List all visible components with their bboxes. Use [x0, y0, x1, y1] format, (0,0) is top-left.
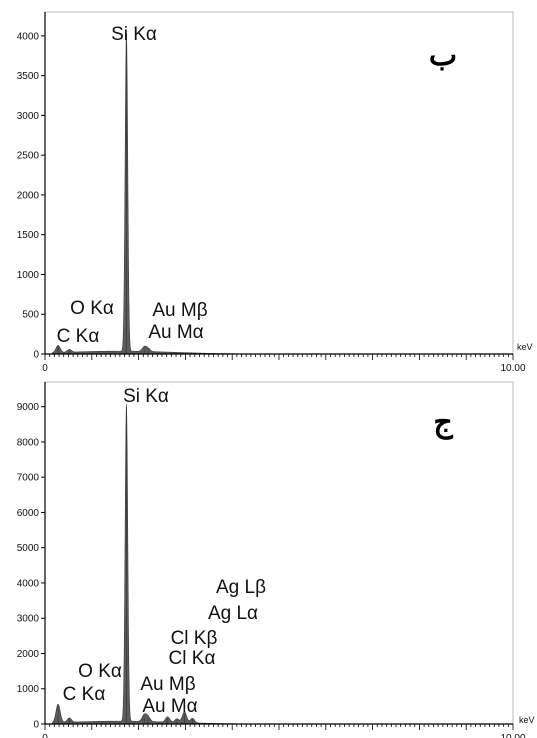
- peak-label: Si Kα: [123, 386, 169, 407]
- spectrum-panel-1: 0 500 1000 1500 2000 2500 3000 3500 4000 0 10.00 ke…: [17, 11, 533, 374]
- peak-label: Au Mα: [148, 322, 203, 343]
- y-tick-label: 7000: [17, 473, 40, 484]
- y-tick-label: 4000: [17, 31, 40, 42]
- y-tick-label: 9000: [17, 402, 40, 413]
- peak-label: O Kα: [70, 298, 114, 319]
- y-tick-label: 2000: [17, 649, 40, 660]
- panel-label: ب: [429, 39, 457, 72]
- x-axis-label: keV: [519, 715, 535, 725]
- peak-label: Si Kα: [111, 24, 157, 45]
- y-tick-label: 2000: [17, 190, 40, 201]
- y-tick-label: 8000: [17, 437, 40, 448]
- x-axis-label: keV: [517, 342, 533, 352]
- peak-label: Ag Lα: [208, 603, 258, 624]
- y-tick-label: 3000: [17, 111, 40, 122]
- peak-label: O Kα: [78, 661, 122, 682]
- y-tick-label: 3500: [17, 71, 40, 82]
- y-tick-label: 4000: [17, 578, 40, 589]
- panel-label: ج: [433, 406, 453, 440]
- y-tick-label: 0: [33, 350, 39, 361]
- peak-label: C Kα: [57, 326, 100, 347]
- y-tick-label: 6000: [17, 508, 40, 519]
- y-tick-label: 2500: [17, 151, 40, 162]
- peak-label: Au Mβ: [140, 674, 195, 695]
- x-tick-label: 0: [42, 733, 48, 738]
- y-tick-label: 1000: [17, 684, 40, 695]
- x-tick-label: 10.00: [500, 363, 525, 374]
- y-tick-label: 1500: [17, 230, 40, 241]
- peak-label: C Kα: [63, 684, 106, 705]
- y-tick-label: 500: [22, 310, 39, 321]
- peak-label: Cl Kα: [169, 648, 216, 669]
- y-tick-label: 0: [33, 720, 39, 731]
- peak-label: Au Mα: [142, 696, 197, 717]
- y-tick-label: 1000: [17, 270, 40, 281]
- y-tick-label: 3000: [17, 614, 40, 625]
- peak-label: Cl Kβ: [171, 628, 218, 649]
- x-tick-label: 0: [42, 363, 48, 374]
- spectrum-panel-2: 0 1000 2000 3000 4000 5000 6000 7000 8000 9000 0 10…: [17, 381, 535, 738]
- x-tick-label: 10.00: [500, 733, 525, 738]
- y-tick-label: 5000: [17, 543, 40, 554]
- peak-label: Ag Lβ: [216, 577, 266, 598]
- peak-label: Au Mβ: [152, 300, 207, 321]
